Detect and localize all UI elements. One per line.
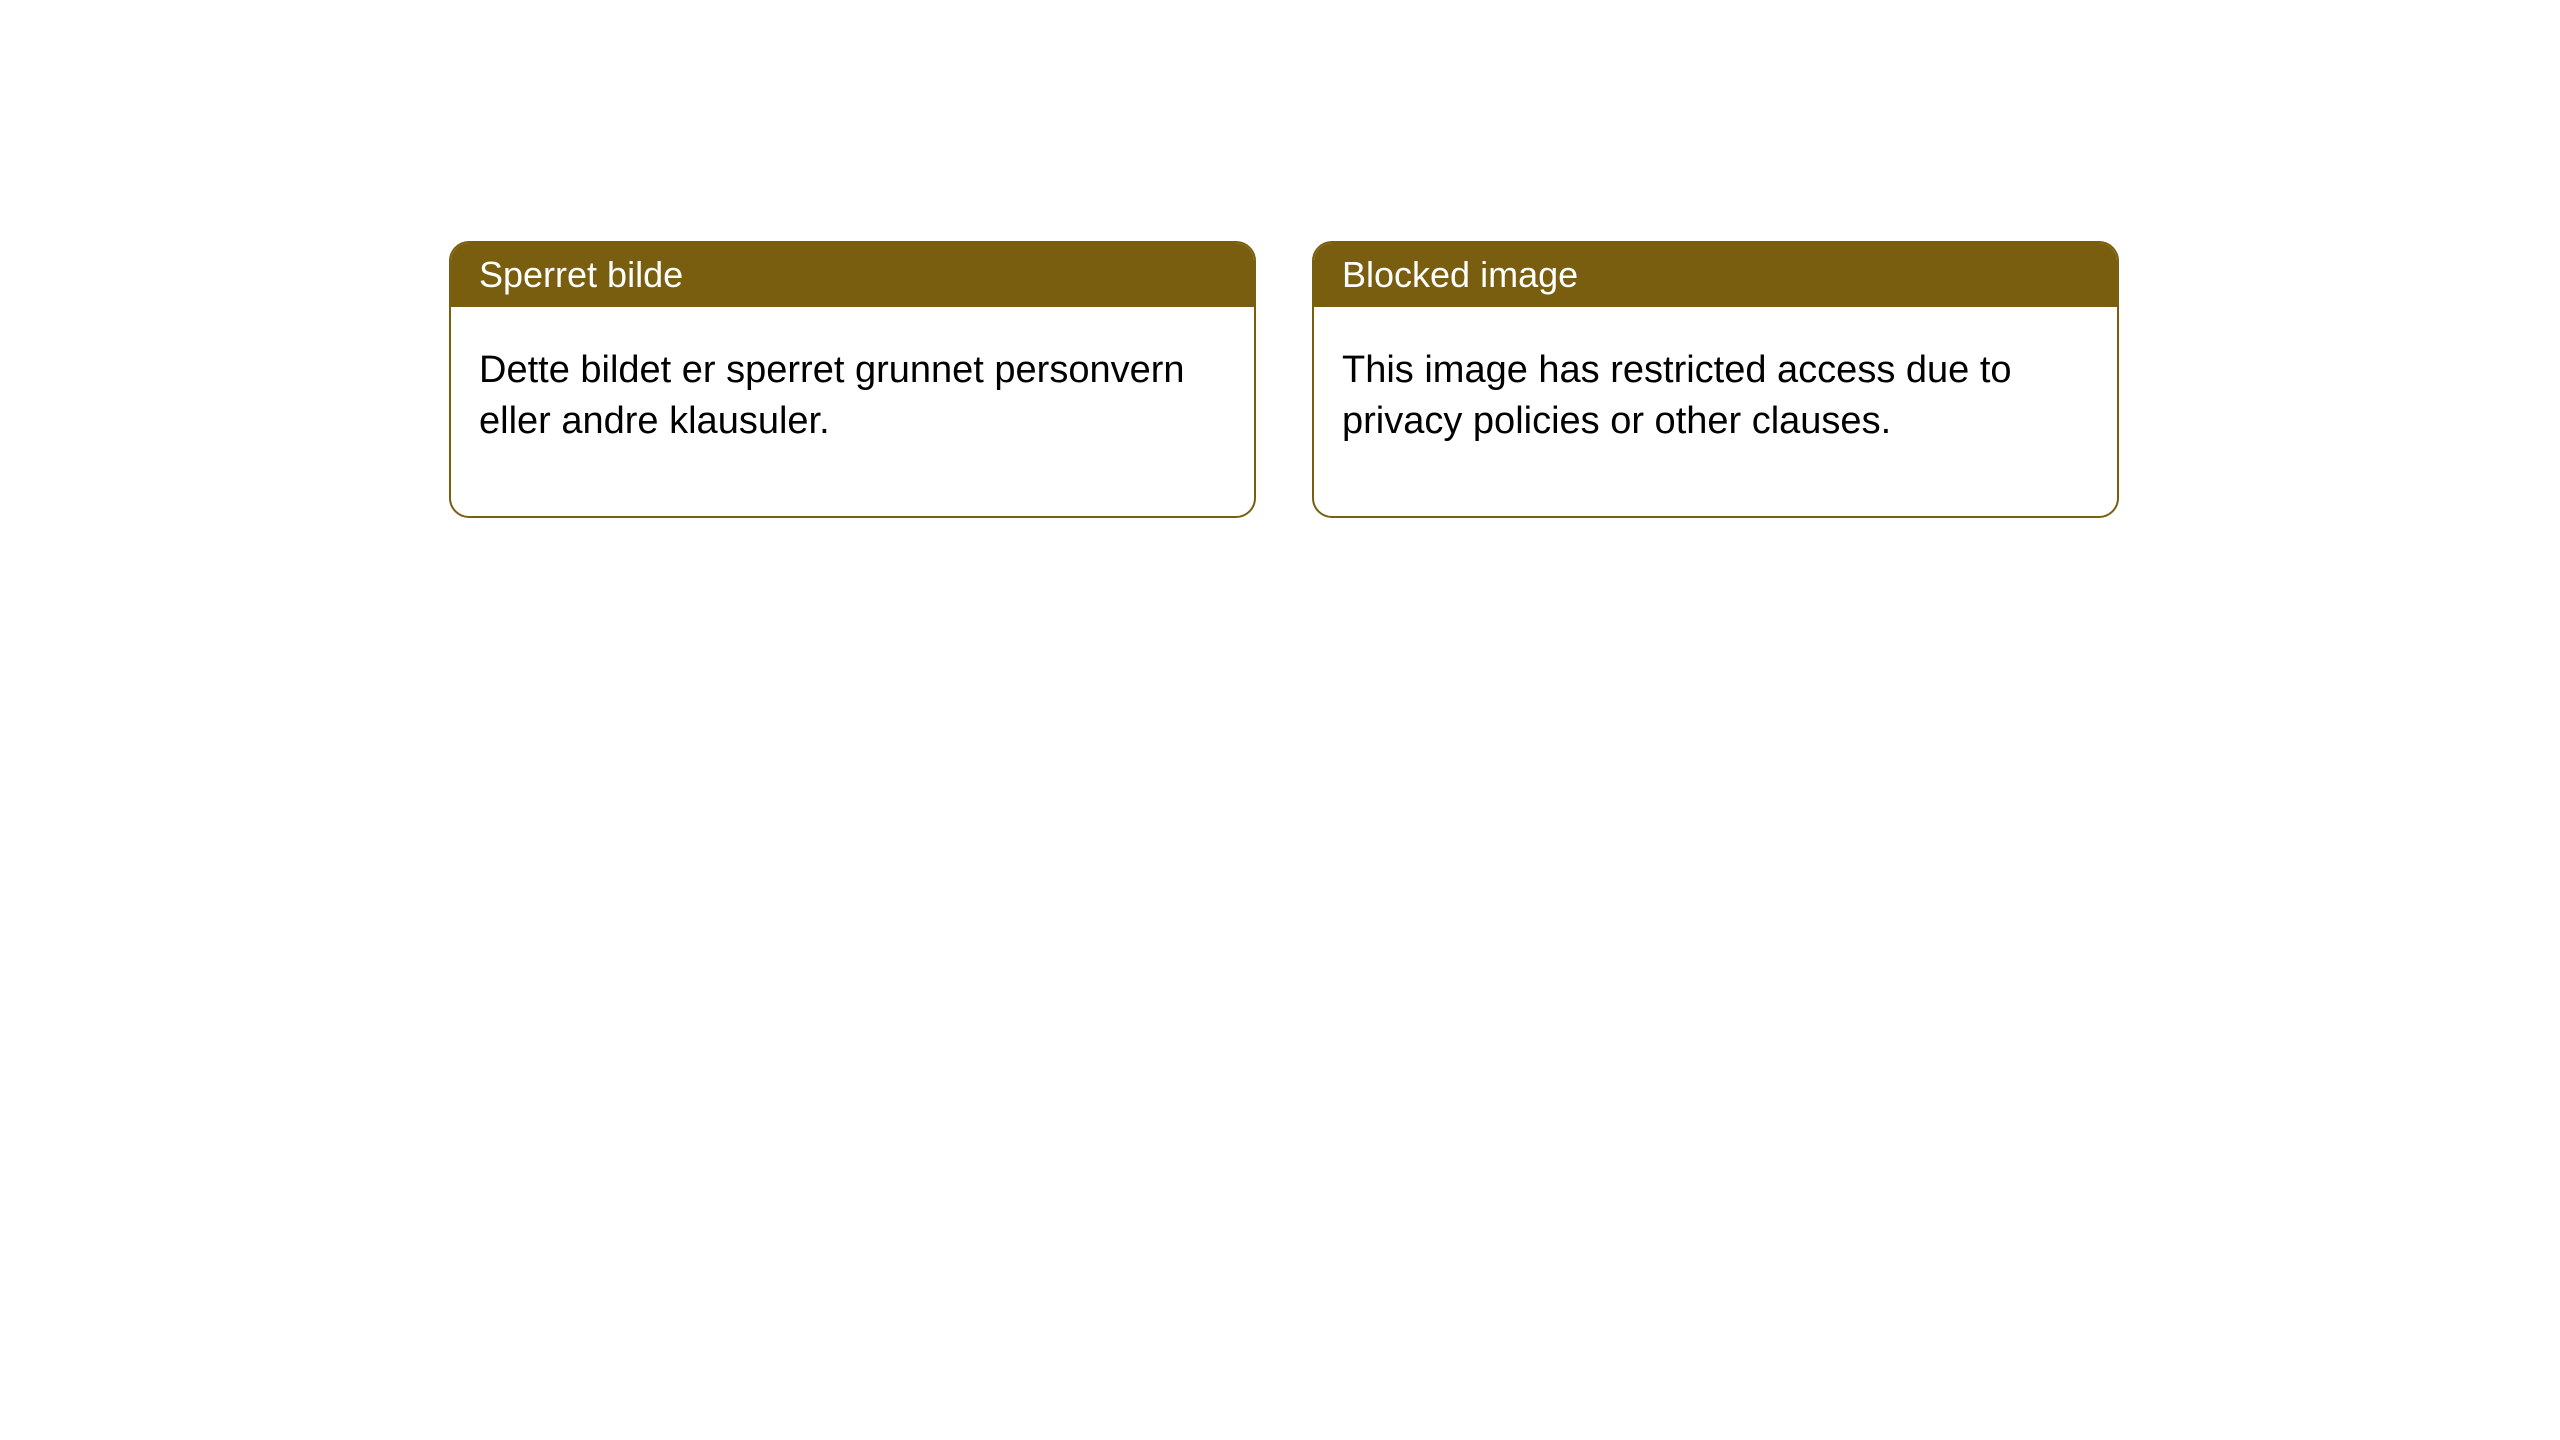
card-title: Sperret bilde	[479, 254, 683, 295]
card-body-text: Dette bildet er sperret grunnet personve…	[479, 349, 1185, 442]
notice-card-english: Blocked image This image has restricted …	[1312, 241, 2119, 518]
card-header: Sperret bilde	[451, 243, 1254, 307]
card-title: Blocked image	[1342, 254, 1578, 295]
card-header: Blocked image	[1314, 243, 2117, 307]
card-body-text: This image has restricted access due to …	[1342, 349, 2012, 442]
card-body: This image has restricted access due to …	[1314, 307, 2117, 516]
notice-container: Sperret bilde Dette bildet er sperret gr…	[449, 241, 2119, 518]
card-body: Dette bildet er sperret grunnet personve…	[451, 307, 1254, 516]
notice-card-norwegian: Sperret bilde Dette bildet er sperret gr…	[449, 241, 1256, 518]
